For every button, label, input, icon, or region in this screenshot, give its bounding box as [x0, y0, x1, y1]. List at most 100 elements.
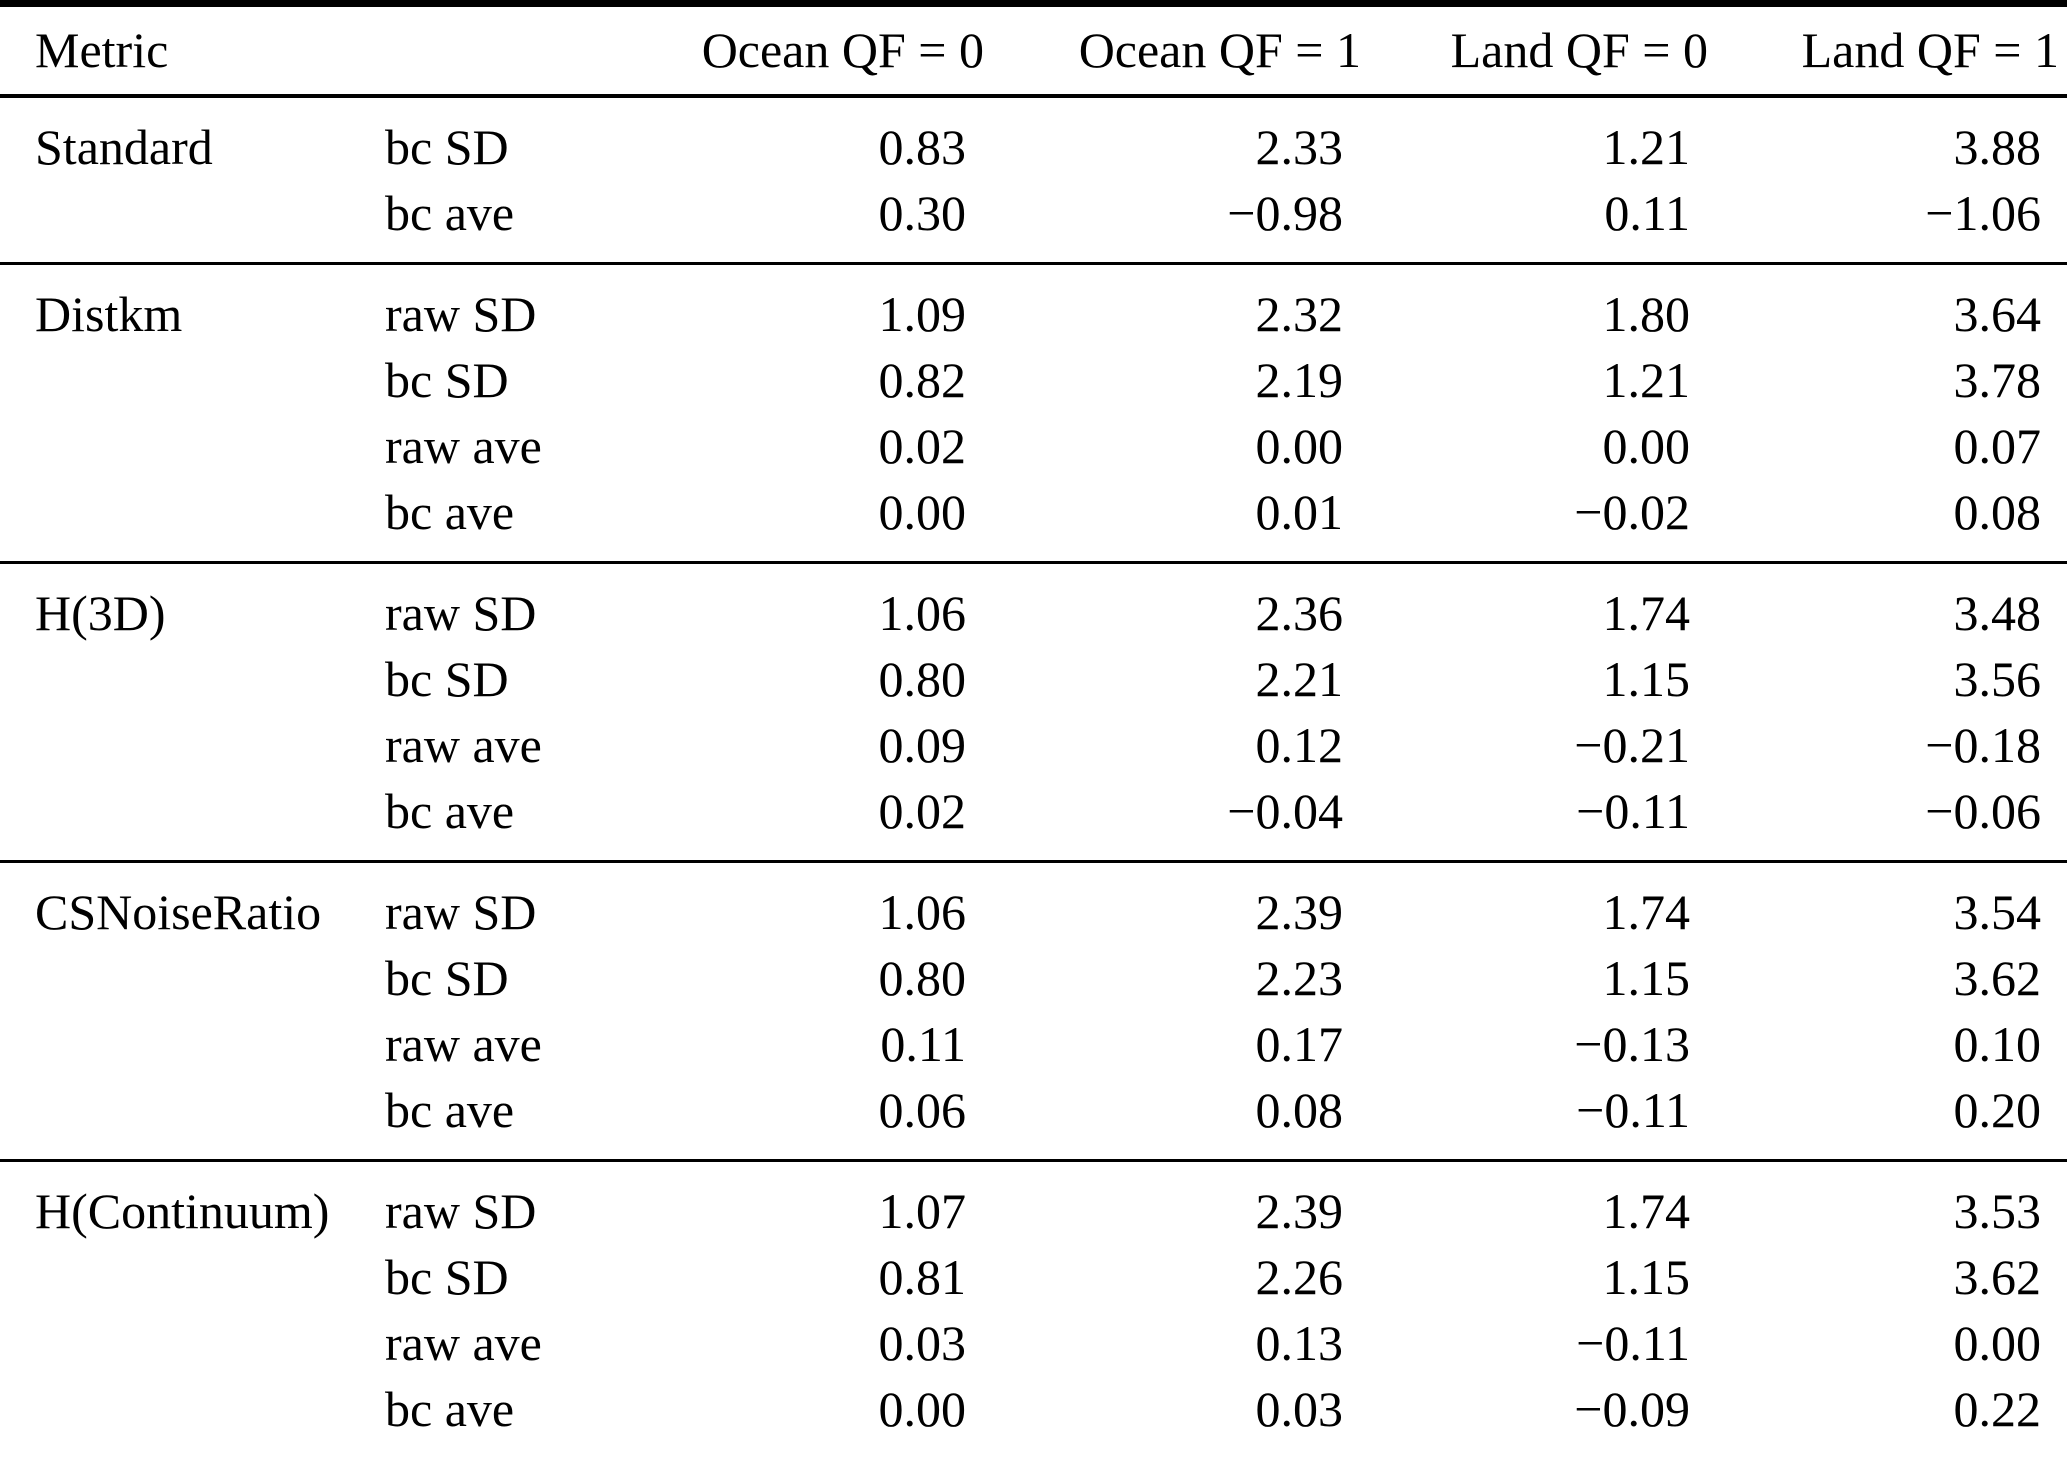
col-header-land-qf0: Land QF = 0 — [1450, 22, 1708, 79]
metric-name-cell: H(Continuum) — [35, 1182, 330, 1239]
value-cell: −0.11 — [1576, 1081, 1690, 1138]
metric-section: CSNoiseRatio raw SD 1.06 2.39 1.74 3.54 bc SD 0… — [0, 861, 2067, 1160]
metric-name-cell — [0, 479, 385, 563]
stat-label-cell: raw ave — [385, 1314, 542, 1371]
value-cell: 0.12 — [1255, 716, 1344, 773]
value-cell: 3.56 — [1953, 650, 2042, 707]
metric-section: Standard bc SD 0.83 2.33 1.21 3.88 bc ave 0.30 −… — [0, 96, 2067, 264]
value-cell: 0.13 — [1255, 1314, 1344, 1371]
value-cell: 1.74 — [1602, 584, 1691, 641]
metric-name-cell — [0, 778, 385, 862]
value-cell: −0.18 — [1925, 716, 2041, 773]
table-row: raw ave 0.09 0.12 −0.21 −0.18 — [0, 712, 2067, 778]
value-cell: 0.01 — [1255, 483, 1344, 540]
value-cell: −0.06 — [1925, 782, 2041, 839]
value-cell: 0.08 — [1953, 483, 2042, 540]
table-row: raw ave 0.02 0.00 0.00 0.07 — [0, 413, 2067, 479]
value-cell: 0.80 — [878, 949, 967, 1006]
metric-name-cell — [0, 1376, 385, 1458]
value-cell: 1.07 — [878, 1182, 967, 1239]
value-cell: 1.74 — [1602, 883, 1691, 940]
stat-label-cell: raw SD — [385, 1182, 537, 1239]
stat-label-cell: bc ave — [385, 483, 515, 540]
value-cell: 0.02 — [878, 782, 967, 839]
value-cell: −0.11 — [1576, 782, 1690, 839]
stat-label-cell: bc ave — [385, 1380, 515, 1437]
header-row: Metric Ocean QF = 0 Ocean QF = 1 Land QF… — [0, 4, 2067, 96]
stat-label-cell: bc SD — [385, 949, 509, 1006]
col-header-metric: Metric — [35, 22, 169, 79]
col-header-stat — [385, 4, 600, 96]
metric-name-cell — [0, 712, 385, 778]
metric-name-cell — [0, 180, 385, 264]
value-cell: 3.88 — [1953, 118, 2042, 175]
table-row: bc ave 0.06 0.08 −0.11 0.20 — [0, 1077, 2067, 1161]
value-cell: 1.74 — [1602, 1182, 1691, 1239]
table-row: bc ave 0.00 0.01 −0.02 0.08 — [0, 479, 2067, 563]
value-cell: 0.22 — [1953, 1380, 2042, 1437]
value-cell: 2.21 — [1255, 650, 1344, 707]
value-cell: −0.04 — [1227, 782, 1343, 839]
value-cell: 0.08 — [1255, 1081, 1344, 1138]
value-cell: 0.00 — [878, 483, 967, 540]
value-cell: 0.81 — [878, 1248, 967, 1305]
value-cell: 3.62 — [1953, 949, 2042, 1006]
stat-label-cell: bc ave — [385, 1081, 515, 1138]
value-cell: 0.07 — [1953, 417, 2042, 474]
table-row: bc SD 0.81 2.26 1.15 3.62 — [0, 1244, 2067, 1310]
value-cell: 2.33 — [1255, 118, 1344, 175]
value-cell: 1.80 — [1602, 285, 1691, 342]
value-cell: 2.39 — [1255, 1182, 1344, 1239]
col-header-ocean-qf1: Ocean QF = 1 — [1078, 22, 1361, 79]
metric-name-cell: H(3D) — [35, 584, 166, 641]
value-cell: 2.26 — [1255, 1248, 1344, 1305]
value-cell: 0.30 — [878, 184, 967, 241]
metric-name-cell — [0, 945, 385, 1011]
table-row: H(Continuum) raw SD 1.07 2.39 1.74 3.53 — [0, 1160, 2067, 1244]
stat-label-cell: bc ave — [385, 782, 515, 839]
metric-name-cell — [0, 1310, 385, 1376]
value-cell: 0.09 — [878, 716, 967, 773]
metric-name-cell: Standard — [35, 118, 213, 175]
value-cell: 1.15 — [1602, 949, 1691, 1006]
table-row: raw ave 0.03 0.13 −0.11 0.00 — [0, 1310, 2067, 1376]
value-cell: 3.78 — [1953, 351, 2042, 408]
table-row: raw ave 0.11 0.17 −0.13 0.10 — [0, 1011, 2067, 1077]
table-header: Metric Ocean QF = 0 Ocean QF = 1 Land QF… — [0, 4, 2067, 96]
metric-name-cell — [0, 413, 385, 479]
stat-label-cell: raw ave — [385, 417, 542, 474]
value-cell: 0.06 — [878, 1081, 967, 1138]
value-cell: 2.39 — [1255, 883, 1344, 940]
value-cell: 1.09 — [878, 285, 967, 342]
value-cell: 0.11 — [880, 1015, 966, 1072]
metric-section: H(Continuum) raw SD 1.07 2.39 1.74 3.53 bc SD 0… — [0, 1160, 2067, 1458]
value-cell: −0.21 — [1574, 716, 1690, 773]
value-cell: 0.82 — [878, 351, 967, 408]
value-cell: 0.00 — [1953, 1314, 2042, 1371]
table-row: bc SD 0.80 2.23 1.15 3.62 — [0, 945, 2067, 1011]
metric-section: Distkm raw SD 1.09 2.32 1.80 3.64 bc SD 0.82 2.1… — [0, 263, 2067, 562]
value-cell: −0.98 — [1227, 184, 1343, 241]
value-cell: 0.03 — [878, 1314, 967, 1371]
metric-name-cell: Distkm — [35, 285, 183, 342]
value-cell: 0.80 — [878, 650, 967, 707]
value-cell: 2.23 — [1255, 949, 1344, 1006]
value-cell: 0.17 — [1255, 1015, 1344, 1072]
value-cell: 1.15 — [1602, 650, 1691, 707]
value-cell: −0.02 — [1574, 483, 1690, 540]
stat-label-cell: raw SD — [385, 883, 537, 940]
value-cell: 1.15 — [1602, 1248, 1691, 1305]
table-row: H(3D) raw SD 1.06 2.36 1.74 3.48 — [0, 562, 2067, 646]
value-cell: 0.00 — [878, 1380, 967, 1437]
value-cell: 0.02 — [878, 417, 967, 474]
metric-name-cell — [0, 347, 385, 413]
stat-label-cell: raw ave — [385, 716, 542, 773]
table-row: CSNoiseRatio raw SD 1.06 2.39 1.74 3.54 — [0, 861, 2067, 945]
stat-label-cell: raw SD — [385, 285, 537, 342]
col-header-land-qf1: Land QF = 1 — [1801, 22, 2059, 79]
metric-name-cell — [0, 1011, 385, 1077]
value-cell: 0.03 — [1255, 1380, 1344, 1437]
metric-name-cell: CSNoiseRatio — [35, 883, 322, 940]
value-cell: 0.20 — [1953, 1081, 2042, 1138]
